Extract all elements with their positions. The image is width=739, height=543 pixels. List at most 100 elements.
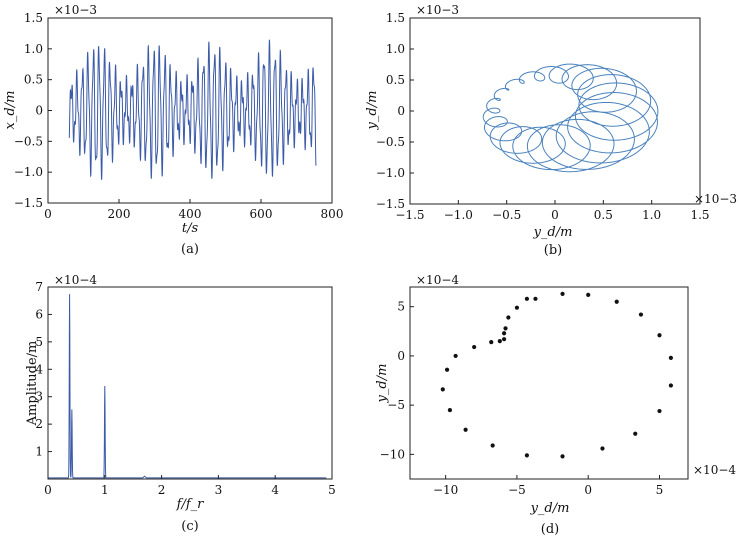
chart-b-ytick-label: 1.0 xyxy=(386,42,405,56)
chart-c-xtick-label: 3 xyxy=(215,483,223,497)
chart-d-point xyxy=(453,353,458,359)
chart-a-ytick-label: 1.0 xyxy=(24,42,43,56)
chart-a-xtick-label: 600 xyxy=(250,207,273,221)
chart-c-frame xyxy=(47,286,333,480)
chart-c-ytick-label: 1 xyxy=(35,445,43,459)
chart-b-frame xyxy=(409,17,701,205)
chart-a-y-multiplier: ×10−3 xyxy=(54,3,97,17)
chart-d-point xyxy=(668,383,673,388)
chart-d-ytick-label: 0 xyxy=(397,349,405,363)
chart-b-ytick-label: −1.0 xyxy=(376,166,405,180)
chart-d-xtick-label: −10 xyxy=(433,483,458,497)
chart-b-ylabel: y_d/m xyxy=(365,91,380,131)
panel-b: −1.5 −1.0 −0.5 0 0.5 1.0 1.5 −1.5 −1.0 −0.5 0 0.5 1… xyxy=(365,3,737,258)
chart-d-ytick-label: −5 xyxy=(387,398,405,412)
chart-b-xtick-label: 0 xyxy=(551,208,559,222)
chart-c-xtick-label: 4 xyxy=(271,483,279,497)
chart-d-point xyxy=(490,443,495,448)
chart-d-point xyxy=(506,315,511,320)
chart-d-point xyxy=(657,333,662,338)
chart-c-xtick-label: 5 xyxy=(328,483,336,497)
chart-d-point xyxy=(447,407,453,413)
chart-b-x-multiplier: ×10−3 xyxy=(694,192,737,206)
chart-d-point xyxy=(463,427,468,432)
chart-b-series-line xyxy=(482,63,659,173)
chart-d-xtick-label: 5 xyxy=(656,483,664,497)
chart-b-xlabel: y_d/m xyxy=(533,225,573,240)
chart-a-ytick-label: 1.5 xyxy=(24,11,43,25)
chart-d-ytick-label: −10 xyxy=(380,447,405,461)
chart-b-ytick-label: −0.5 xyxy=(376,135,405,149)
chart-b-ytick-label: −1.5 xyxy=(376,197,405,211)
chart-c-ytick-label: 2 xyxy=(35,417,43,431)
chart-d-x-multiplier: ×10−4 xyxy=(693,463,736,477)
chart-b-xtick-label: −1.0 xyxy=(444,208,473,222)
panel-a: 0 200 400 600 800 −1.5 −1.0 −0.5 0 0.5 1.0 1.5 ×10… xyxy=(3,3,343,257)
chart-d-point xyxy=(657,408,662,414)
chart-c-xtick-label: 0 xyxy=(44,483,52,497)
chart-b-xtick-label: 1.5 xyxy=(690,208,709,222)
chart-d-point xyxy=(633,431,638,436)
chart-c-y-multiplier: ×10−4 xyxy=(54,273,97,287)
chart-d-point xyxy=(497,339,502,344)
chart-a-xtick-label: 400 xyxy=(179,207,202,221)
chart-d-point xyxy=(472,344,477,350)
chart-d-frame xyxy=(409,286,689,480)
chart-c-ytick-label: 4 xyxy=(35,362,43,376)
chart-b-xtick-label: −1.5 xyxy=(395,208,424,222)
chart-d-point xyxy=(586,292,591,297)
chart-c-xtick-label: 1 xyxy=(101,483,109,497)
chart-a-ytick-label: 0.5 xyxy=(24,73,43,87)
chart-a-ytick-label: 0 xyxy=(35,104,43,118)
chart-d-xlabel: y_d/m xyxy=(530,501,570,516)
chart-c-series-line xyxy=(48,294,327,479)
chart-a-caption: (a) xyxy=(181,242,199,257)
chart-c-xlabel: f/f_r xyxy=(176,497,205,512)
chart-d-point xyxy=(638,312,644,317)
chart-d-point xyxy=(668,355,673,360)
chart-c-xtick-label: 2 xyxy=(158,483,166,497)
chart-c-ytick-label: 3 xyxy=(35,390,43,404)
chart-d-point xyxy=(501,331,507,336)
chart-d-point xyxy=(501,337,507,342)
chart-d-xtick-label: 0 xyxy=(584,483,592,497)
chart-b-ytick-label: 1.5 xyxy=(386,11,405,25)
panel-d: −10 −5 0 5 −10−505 ×10−4 ×10−4 y_d/m y_d/m … xyxy=(375,273,736,537)
chart-d-y-multiplier: ×10−4 xyxy=(416,273,459,287)
chart-d-point xyxy=(444,367,450,372)
chart-a-xtick-label: 800 xyxy=(321,207,344,221)
chart-d-point xyxy=(560,291,565,296)
chart-d-xtick-label: −5 xyxy=(508,483,526,497)
chart-a-ytick-label: −1.0 xyxy=(14,165,43,179)
chart-c-ytick-label: 6 xyxy=(35,307,43,321)
chart-d-point xyxy=(614,299,619,304)
chart-b-y-multiplier: ×10−3 xyxy=(416,3,459,17)
chart-b-ytick-label: 0.5 xyxy=(386,73,405,87)
chart-c-ytick-label: 7 xyxy=(35,280,43,294)
chart-a-xtick-label: 0 xyxy=(44,207,52,221)
chart-d-point xyxy=(600,446,605,451)
chart-d-ylabel: y_d/m xyxy=(375,364,390,404)
chart-d-point xyxy=(560,454,565,459)
chart-a-ytick-label: −0.5 xyxy=(14,134,43,148)
chart-b-xtick-label: 0.5 xyxy=(594,208,613,222)
chart-d-point xyxy=(533,296,538,301)
chart-b-xtick-label: −0.5 xyxy=(492,208,521,222)
chart-c-ylabel: Amplitude/m xyxy=(25,341,40,427)
chart-c-caption: (c) xyxy=(181,519,198,534)
chart-d-ytick-label: 5 xyxy=(397,300,405,314)
chart-d-point xyxy=(524,296,530,301)
chart-a-ylabel: x_d/m xyxy=(3,91,18,130)
chart-a-xlabel: t/s xyxy=(182,221,199,236)
chart-d-point xyxy=(514,305,520,310)
chart-c-ytick-label: 5 xyxy=(35,335,43,349)
chart-b-caption: (b) xyxy=(544,243,562,258)
chart-a-ytick-label: −1.5 xyxy=(14,196,43,210)
chart-d-caption: (d) xyxy=(541,522,559,537)
chart-d-point xyxy=(440,387,445,392)
chart-a-series-line xyxy=(68,39,317,180)
chart-b-xtick-label: 1.0 xyxy=(642,208,661,222)
chart-d-point xyxy=(489,340,494,345)
panel-c: 0 1 2 3 4 5 1 2 3 4 5 6 7 ×10−4 f/f_r Amplitude/m (… xyxy=(25,273,336,534)
